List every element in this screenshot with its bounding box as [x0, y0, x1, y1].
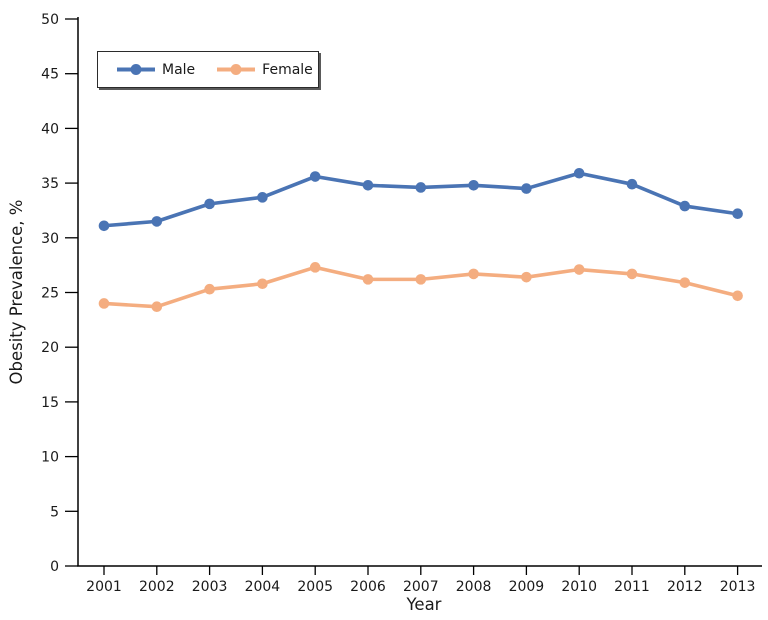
data-point-male-2012 [679, 200, 691, 212]
data-point-male-2009 [521, 183, 532, 194]
data-point-male-2005 [309, 171, 321, 182]
data-point-male-2011 [626, 178, 638, 190]
y-tick-label-0: 0 [50, 559, 59, 575]
x-tick-label-2001: 2001 [86, 579, 122, 595]
y-tick-label-10: 10 [41, 450, 59, 466]
y-tick-label-50: 50 [41, 12, 59, 28]
data-point-female-2007 [415, 274, 427, 285]
data-point-female-2013 [732, 290, 743, 302]
chart-legend: Male Female [97, 51, 319, 88]
x-tick-label-2013: 2013 [720, 579, 756, 595]
data-point-female-2005 [309, 262, 321, 273]
y-tick-label-40: 40 [41, 121, 59, 137]
x-tick-label-2002: 2002 [139, 579, 175, 595]
data-point-female-2012 [679, 277, 691, 288]
x-axis-title: Year [406, 595, 442, 614]
legend-label-male: Male [162, 61, 196, 78]
data-point-female-2006 [362, 274, 374, 285]
y-axis-title: Obesity Prevalence, % [7, 200, 26, 385]
data-point-male-2010 [573, 167, 585, 179]
data-point-male-2001 [98, 220, 110, 232]
male-line-marker-icon [117, 64, 155, 75]
legend-item-female: Female [216, 63, 313, 77]
legend-item-male: Male [116, 63, 195, 77]
data-point-male-2004 [257, 192, 268, 203]
series-line-male [102, 171, 740, 228]
data-point-male-2007 [415, 182, 427, 193]
legend-label-female: Female [262, 61, 313, 78]
y-tick-label-30: 30 [41, 231, 59, 247]
data-point-male-2006 [362, 179, 374, 191]
x-tick-label-2007: 2007 [403, 579, 439, 595]
x-tick-label-2010: 2010 [561, 579, 597, 595]
data-point-female-2008 [468, 268, 479, 280]
data-point-female-2004 [257, 278, 268, 290]
x-tick-label-2011: 2011 [614, 579, 650, 595]
x-tick-label-2005: 2005 [297, 579, 333, 595]
data-point-male-2002 [151, 216, 163, 227]
data-point-female-2003 [204, 283, 215, 295]
data-point-female-2009 [521, 271, 532, 283]
x-tick-label-2009: 2009 [509, 579, 545, 595]
data-point-male-2003 [204, 198, 215, 210]
data-point-male-2013 [732, 208, 743, 220]
data-point-female-2002 [151, 301, 163, 313]
y-tick-label-15: 15 [41, 395, 59, 411]
x-tick-label-2004: 2004 [245, 579, 281, 595]
female-legend-dot-icon [230, 64, 242, 75]
data-point-female-2010 [573, 264, 585, 275]
y-tick-label-5: 5 [50, 504, 59, 520]
x-tick-label-2012: 2012 [667, 579, 703, 595]
data-point-female-2011 [626, 268, 638, 280]
y-tick-label-45: 45 [41, 67, 59, 83]
female-line-marker-icon [217, 64, 256, 75]
data-point-male-2008 [468, 179, 479, 191]
male-legend-dot-icon [130, 64, 142, 75]
series-line-female [102, 265, 740, 309]
y-tick-label-35: 35 [41, 176, 59, 192]
data-point-female-2001 [98, 298, 110, 309]
y-tick-label-25: 25 [41, 286, 59, 302]
x-tick-label-2003: 2003 [192, 579, 228, 595]
y-tick-label-20: 20 [41, 340, 59, 356]
x-tick-label-2006: 2006 [350, 579, 386, 595]
x-tick-label-2008: 2008 [456, 579, 492, 595]
